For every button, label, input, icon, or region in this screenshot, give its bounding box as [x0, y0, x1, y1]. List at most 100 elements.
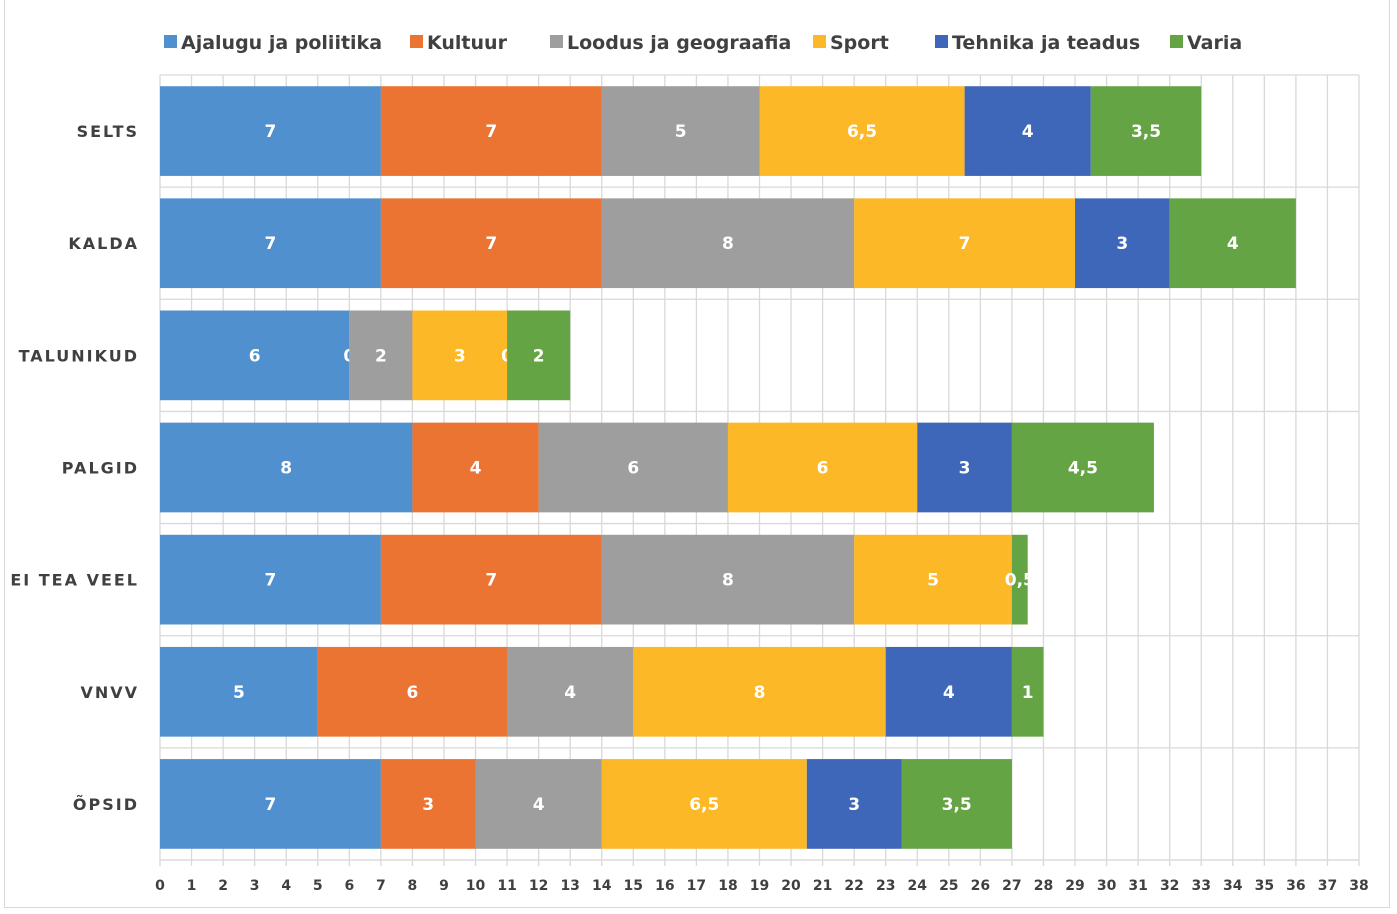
bar-segment — [901, 759, 1012, 849]
data-label: 2 — [375, 346, 387, 366]
data-label: 1 — [1022, 683, 1034, 703]
x-tick-label: 22 — [844, 878, 863, 894]
x-tick-label: 24 — [908, 878, 928, 894]
x-tick-label: 10 — [466, 878, 486, 894]
x-tick-label: 26 — [971, 878, 990, 894]
y-axis: SELTS KALDA TALUNIKUD PALGID EI TEA VEEL VNVV… — [10, 122, 139, 814]
data-label: 6,5 — [689, 795, 719, 815]
bar-segment — [806, 759, 902, 849]
legend-item: Varia — [1170, 32, 1242, 54]
bar-segment — [349, 310, 413, 401]
data-label: 7 — [959, 234, 971, 254]
legend: Ajalugu ja poliitika Kultuur Loodus ja geo… — [164, 32, 1242, 54]
x-tick-label: 3 — [250, 878, 260, 894]
bar-segment — [412, 422, 539, 513]
x-tick-label: 19 — [750, 878, 769, 894]
bar-segment — [160, 759, 381, 849]
bar-segment — [759, 86, 965, 176]
x-tick-label: 29 — [1065, 878, 1084, 894]
legend-swatch — [813, 35, 826, 48]
bar-segment — [507, 310, 571, 401]
x-axis: 0 1 2 3 4 5 6 7 8 9 10 11 12 13 14 15 16 17 18 19 20 21 22 23 24… — [155, 859, 1369, 894]
bars: 7756,543,5778734602302846634,577850,5564… — [160, 86, 1296, 849]
legend-swatch — [1170, 35, 1183, 48]
category-label: TALUNIKUD — [19, 346, 139, 365]
x-tick-label: 6 — [344, 878, 354, 894]
data-label: 4 — [533, 795, 545, 815]
x-tick-label: 4 — [281, 878, 291, 894]
x-tick-label: 33 — [1191, 878, 1210, 894]
x-tick-label: 38 — [1349, 878, 1368, 894]
x-tick-label: 32 — [1160, 878, 1179, 894]
legend-label: Sport — [830, 32, 889, 54]
data-label: 0,5 — [1005, 571, 1035, 591]
legend-swatch — [410, 35, 423, 48]
data-label: 3 — [422, 795, 434, 815]
data-label: 8 — [280, 459, 292, 479]
bar-segment — [964, 86, 1091, 176]
bar-segment — [1011, 422, 1154, 513]
data-label: 6 — [249, 346, 261, 366]
data-label: 4 — [470, 459, 482, 479]
category-label: KALDA — [68, 234, 139, 253]
x-tick-label: 20 — [781, 878, 801, 894]
legend-swatch — [164, 35, 177, 48]
legend-item: Loodus ja geograafia — [550, 32, 791, 54]
bar-segment — [507, 646, 634, 737]
legend-item: Sport — [813, 32, 889, 54]
bar-segment — [160, 198, 381, 289]
bar-segment — [380, 198, 602, 289]
data-label: 7 — [265, 571, 277, 591]
bar-segment — [727, 422, 918, 513]
category-label: ÕPSID — [73, 795, 139, 814]
legend-item: Ajalugu ja poliitika — [164, 32, 382, 54]
data-label: 7 — [265, 234, 277, 254]
data-label: 6 — [406, 683, 418, 703]
data-label: 2 — [533, 346, 545, 366]
data-label: 8 — [722, 234, 734, 254]
bar-segment — [160, 534, 381, 625]
bar-segment — [1090, 86, 1202, 176]
chart-frame — [4, 0, 1390, 908]
data-label: 4 — [1022, 122, 1034, 142]
legend-swatch — [550, 35, 563, 48]
x-tick-label: 30 — [1097, 878, 1117, 894]
x-tick-label: 34 — [1223, 878, 1243, 894]
x-tick-label: 9 — [439, 878, 449, 894]
data-label: 4 — [943, 683, 955, 703]
bar-segment — [538, 422, 728, 513]
x-tick-label: 36 — [1286, 878, 1305, 894]
bar-segment — [1011, 646, 1044, 737]
data-label: 5 — [233, 683, 245, 703]
data-label: 7 — [265, 122, 277, 142]
data-label: 7 — [485, 234, 497, 254]
bar-segment — [601, 759, 807, 849]
data-label: 7 — [265, 795, 277, 815]
x-tick-label: 21 — [813, 878, 832, 894]
data-label: 5 — [927, 571, 939, 591]
data-label: 5 — [675, 122, 687, 142]
legend-label: Varia — [1187, 32, 1242, 54]
legend-item: Tehnika ja teadus — [935, 32, 1140, 54]
x-tick-label: 23 — [876, 878, 895, 894]
bar-segment — [854, 198, 1076, 289]
bar-segment — [885, 646, 1012, 737]
category-label: VNVV — [80, 683, 139, 702]
data-label: 8 — [754, 683, 766, 703]
data-label: 3 — [1116, 234, 1128, 254]
bar-segment — [380, 534, 602, 625]
legend-swatch — [935, 35, 948, 48]
x-tick-label: 31 — [1128, 878, 1147, 894]
legend-label: Loodus ja geograafia — [567, 32, 791, 54]
bar-segment — [380, 759, 476, 849]
x-tick-label: 11 — [497, 878, 516, 894]
legend-label: Ajalugu ja poliitika — [181, 32, 382, 54]
x-tick-label: 15 — [624, 878, 643, 894]
bar-segment — [160, 422, 413, 513]
category-label: EI TEA VEEL — [10, 571, 139, 590]
bar-segment — [160, 310, 350, 401]
data-label: 3 — [959, 459, 971, 479]
data-label: 3,5 — [942, 795, 972, 815]
category-label: PALGID — [62, 459, 139, 478]
x-tick-label: 25 — [939, 878, 958, 894]
